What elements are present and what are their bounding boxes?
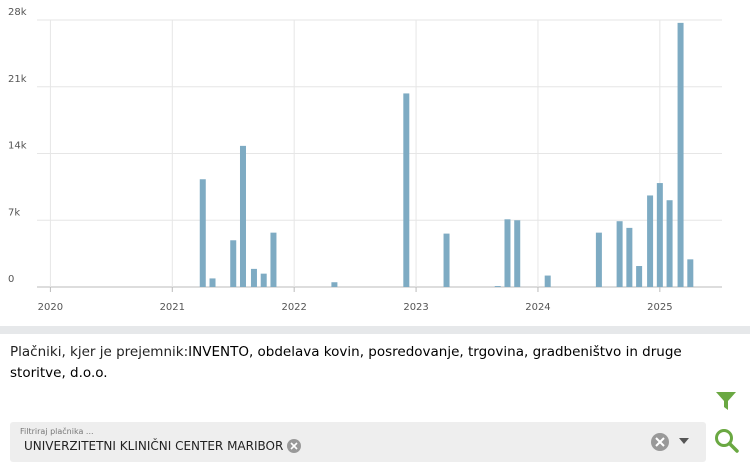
bar xyxy=(656,183,663,287)
bar xyxy=(687,259,694,287)
bar xyxy=(199,179,206,287)
x-tick-label: 2023 xyxy=(403,302,428,313)
bar xyxy=(239,145,246,287)
bar xyxy=(544,275,551,287)
y-tick-label: 28k xyxy=(8,7,27,18)
x-tick-label: 2024 xyxy=(525,302,550,313)
bar xyxy=(443,233,450,287)
bar xyxy=(260,273,267,287)
filter-icon[interactable] xyxy=(714,390,738,412)
selected-payer: UNIVERZITETNI KLINIČNI CENTER MARIBOR xyxy=(24,439,284,453)
bar xyxy=(504,219,511,287)
x-tick-label: 2025 xyxy=(647,302,672,313)
chart: 0 7k 14k 21k 28k 2020 2021 2022 2023 2024 2025 xyxy=(8,7,722,313)
filter-input[interactable]: Filtriraj plačnika ... UNIVERZITETNI KLI… xyxy=(10,422,706,462)
payers-text: Plačniki, kjer je prejemnik:INVENTO, obd… xyxy=(10,342,730,384)
bar xyxy=(626,227,633,287)
selected-chip: UNIVERZITETNI KLINIČNI CENTER MARIBOR xyxy=(24,438,302,454)
y-tick-label: 7k xyxy=(8,207,20,218)
bar xyxy=(636,266,643,287)
bar xyxy=(331,282,338,287)
bar xyxy=(514,220,521,287)
separator xyxy=(0,326,750,334)
bar xyxy=(270,232,277,287)
bar xyxy=(209,278,216,287)
search-icon[interactable] xyxy=(714,428,740,454)
filter-placeholder: Filtriraj plačnika ... xyxy=(20,427,94,436)
y-tick-label: 21k xyxy=(8,74,27,85)
x-tick-label: 2022 xyxy=(281,302,306,313)
bar xyxy=(230,240,237,287)
dropdown-arrow[interactable] xyxy=(678,436,690,446)
bar xyxy=(494,286,501,287)
bar xyxy=(250,268,257,287)
bar xyxy=(616,221,623,287)
y-tick-label: 14k xyxy=(8,141,27,152)
bar xyxy=(677,22,684,287)
bar xyxy=(595,232,602,287)
x-tick-label: 2021 xyxy=(160,302,185,313)
payers-prefix: Plačniki, kjer je prejemnik: xyxy=(10,344,189,360)
y-tick-label: 0 xyxy=(8,274,14,285)
x-tick-label: 2020 xyxy=(38,302,63,313)
chip-remove[interactable] xyxy=(286,438,302,454)
bar xyxy=(647,195,654,287)
recipient-name: INVENTO, obdelava kovin, posredovanje, t… xyxy=(10,344,682,381)
bar xyxy=(403,93,410,287)
clear-button[interactable] xyxy=(650,432,670,452)
bar xyxy=(666,200,673,287)
